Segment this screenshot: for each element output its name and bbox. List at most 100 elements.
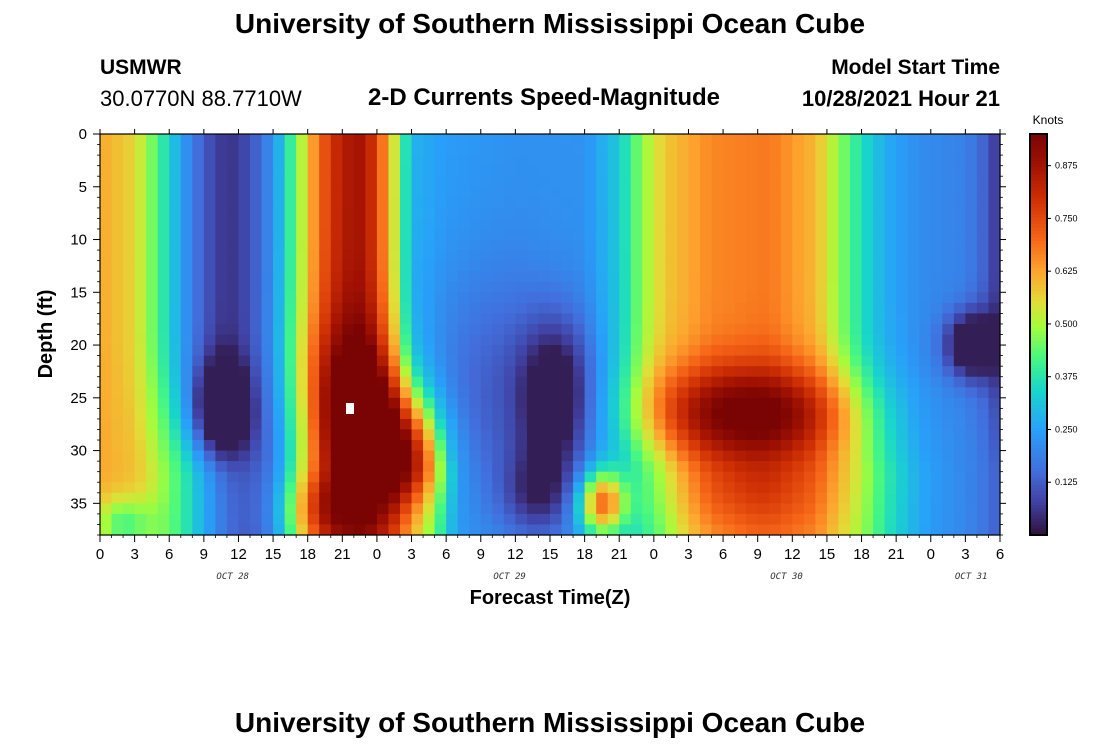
heatmap-cell	[296, 492, 309, 504]
heatmap-cell	[734, 292, 747, 304]
heatmap-cell	[942, 228, 955, 241]
heatmap-cell	[215, 440, 228, 452]
heatmap-cell	[446, 376, 459, 388]
heatmap-cell	[861, 176, 874, 188]
heatmap-cell	[446, 513, 459, 526]
heatmap-cell	[642, 165, 655, 177]
heatmap-cell	[838, 281, 851, 293]
heatmap-cell	[653, 228, 666, 241]
colorbar-segment	[1030, 494, 1047, 499]
heatmap-cell	[665, 250, 678, 262]
heatmap-cell	[411, 155, 424, 167]
heatmap-cell	[492, 387, 505, 399]
heatmap-cell	[330, 355, 343, 367]
heatmap-cell	[734, 250, 747, 262]
heatmap-cell	[423, 440, 436, 452]
heatmap-cell	[584, 186, 597, 198]
heatmap-cell	[757, 524, 770, 536]
heatmap-cell	[526, 440, 540, 452]
heatmap-cell	[896, 492, 909, 504]
heatmap-cell	[619, 281, 632, 293]
heatmap-cell	[226, 197, 240, 209]
heatmap-cell	[757, 440, 770, 452]
heatmap-cell	[284, 334, 297, 346]
heatmap-cell	[538, 376, 551, 388]
heatmap-cell	[723, 471, 736, 483]
heatmap-cell	[919, 387, 932, 399]
heatmap-cell	[123, 313, 136, 325]
heatmap-cell	[723, 387, 736, 399]
heatmap-cell	[826, 144, 840, 156]
heatmap-cell	[376, 471, 390, 483]
heatmap-cell	[111, 239, 124, 251]
heatmap-cell	[873, 355, 886, 367]
heatmap-cell	[192, 524, 205, 536]
heatmap-cell	[642, 218, 655, 230]
heatmap-cell	[134, 186, 147, 198]
heatmap-cell	[723, 155, 736, 167]
heatmap-cell	[988, 292, 1001, 304]
heatmap-cell	[792, 471, 805, 483]
heatmap-cell	[757, 513, 770, 526]
heatmap-cell	[596, 503, 609, 515]
heatmap-cell	[907, 197, 920, 209]
heatmap-cell	[792, 155, 805, 167]
heatmap-cell	[850, 144, 863, 156]
heatmap-cell	[734, 471, 747, 483]
heatmap-cell	[965, 144, 978, 156]
heatmap-cell	[676, 218, 690, 230]
colorbar-segment	[1030, 464, 1047, 469]
heatmap-cell	[711, 176, 724, 188]
heatmap-cell	[100, 186, 113, 198]
heatmap-cell	[296, 186, 309, 198]
heatmap-cell	[607, 334, 620, 346]
colorbar-tick-label: 0.500	[1055, 319, 1078, 329]
heatmap-cell	[769, 334, 782, 346]
heatmap-cell	[665, 408, 678, 420]
heatmap-cell	[250, 281, 263, 293]
heatmap-cell	[457, 524, 470, 536]
heatmap-cell	[838, 260, 851, 272]
heatmap-cell	[423, 155, 436, 167]
heatmap-cell	[134, 250, 147, 262]
heatmap-cell	[803, 461, 816, 473]
heatmap-cell	[100, 440, 113, 452]
heatmap-cell	[238, 387, 251, 399]
heatmap-cell	[146, 461, 159, 473]
heatmap-cell	[688, 503, 701, 515]
heatmap-cell	[919, 471, 932, 483]
y-tick-label: 0	[79, 126, 87, 143]
heatmap-cell	[653, 471, 666, 483]
heatmap-cell	[446, 503, 459, 515]
heatmap-cell	[319, 271, 332, 283]
heatmap-cell	[965, 376, 978, 388]
heatmap-cell	[815, 239, 828, 251]
heatmap-cell	[630, 281, 643, 293]
heatmap-cell	[538, 207, 551, 220]
heatmap-cell	[792, 218, 805, 230]
heatmap-cell	[630, 366, 643, 378]
heatmap-cell	[261, 144, 274, 156]
heatmap-cell	[826, 323, 840, 336]
heatmap-cell	[711, 429, 724, 441]
heatmap-cell	[711, 387, 724, 399]
heatmap-cell	[873, 260, 886, 272]
heatmap-cell	[953, 482, 966, 494]
heatmap-cell	[492, 250, 505, 262]
heatmap-cell	[157, 429, 170, 441]
heatmap-cell	[307, 186, 320, 198]
heatmap-cell	[261, 313, 274, 325]
heatmap-cell	[803, 186, 816, 198]
heatmap-cell	[469, 292, 482, 304]
heatmap-cell	[480, 207, 493, 220]
heatmap-cell	[480, 313, 493, 325]
heatmap-cell	[515, 155, 528, 167]
heatmap-cell	[353, 345, 366, 357]
heatmap-cell	[307, 292, 320, 304]
heatmap-cell	[688, 228, 701, 241]
heatmap-cell	[238, 418, 251, 431]
heatmap-cell	[573, 440, 586, 452]
heatmap-cell	[976, 376, 990, 388]
heatmap-cell	[319, 408, 332, 420]
heatmap-cell	[700, 387, 713, 399]
